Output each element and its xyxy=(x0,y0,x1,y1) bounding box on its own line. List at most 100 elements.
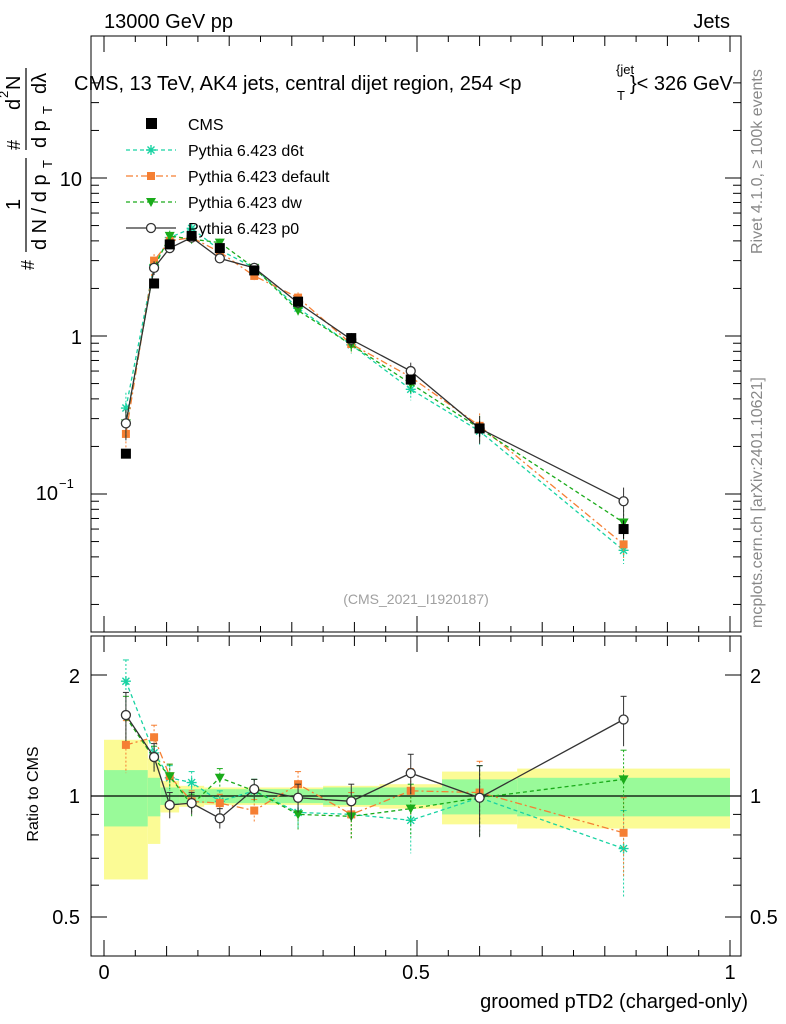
ratio-ytick-2-right: 2 xyxy=(750,666,761,688)
legend-label-p0: Pythia 6.423 p0 xyxy=(188,221,299,238)
ratio-panel-series xyxy=(120,659,629,898)
plot-title-sub: T xyxy=(617,88,625,103)
ratio-point-p0 xyxy=(148,751,160,763)
plot-title: CMS, 13 TeV, AK4 jets, central dijet reg… xyxy=(74,73,522,95)
ratio-point-p0 xyxy=(618,714,629,725)
ylabel-denominator-sub: T xyxy=(40,160,55,168)
legend: CMS Pythia 6.423 d6t Pythia 6.423 default P… xyxy=(126,117,330,238)
legend-label-d6t: Pythia 6.423 d6t xyxy=(188,143,304,160)
series-line-default xyxy=(125,236,624,545)
ratio-point-p0 xyxy=(249,784,260,795)
ylabel-two: 2 xyxy=(0,91,11,98)
ratio-ytick-1: 1 xyxy=(69,786,80,808)
ratio-y-axis-label: Ratio to CMS xyxy=(25,746,42,841)
series-point-dw xyxy=(293,306,304,316)
series-point-p0 xyxy=(405,365,416,377)
legend-marker-p0 xyxy=(145,222,157,234)
ylabel-d: d xyxy=(3,99,25,110)
ratio-point-p0 xyxy=(405,767,416,779)
series-line-d6t xyxy=(125,227,624,551)
ratio-point-default xyxy=(215,799,224,808)
main-ytick-1: 1 xyxy=(71,327,82,349)
ratio-point-default xyxy=(150,733,159,742)
plot-title-tail: }< 326 GeV xyxy=(630,73,734,95)
cms-data-point xyxy=(405,374,416,385)
cms-data-point xyxy=(293,296,304,307)
main-ytick-0p1-exp: −1 xyxy=(59,476,74,491)
cms-data-point xyxy=(618,524,629,535)
series-point-d6t xyxy=(405,384,416,395)
ratio-ytick-0p5: 0.5 xyxy=(52,907,80,929)
ratio-point-dw xyxy=(164,772,175,782)
series-point-p0 xyxy=(148,262,160,273)
legend-marker-d6t xyxy=(146,145,156,155)
ratio-ytick-2: 2 xyxy=(69,666,80,688)
series-point-d6t xyxy=(120,403,131,414)
ylabel-hash-2: # xyxy=(4,140,24,150)
x-axis-label: groomed pTD2 (charged-only) xyxy=(480,991,748,1013)
series-point-p0 xyxy=(618,496,629,507)
ratio-ytick-0p5-right: 0.5 xyxy=(750,907,778,929)
ratio-band-inner xyxy=(104,770,148,827)
xtick-1: 1 xyxy=(724,962,735,984)
ratio-point-d6t xyxy=(120,676,131,687)
cms-data-point xyxy=(164,239,175,250)
main-ytick-10: 10 xyxy=(60,169,82,191)
ratio-ytick-1-right: 1 xyxy=(750,786,761,808)
ylabel-dp-sub: T xyxy=(40,106,55,114)
category-label: Jets xyxy=(693,11,730,33)
ylabel-hash-1: # xyxy=(18,260,38,270)
ratio-point-p0 xyxy=(292,792,304,803)
ratio-point-dw xyxy=(618,775,629,785)
series-point-p0 xyxy=(214,253,225,264)
ratio-point-default xyxy=(619,828,628,837)
ylabel-denominator: d N / d p xyxy=(29,174,51,250)
xtick-0: 0 xyxy=(98,962,109,984)
cms-data-point xyxy=(186,230,197,241)
rivet-label: Rivet 4.1.0, ≥ 100k events xyxy=(749,69,766,254)
legend-label-dw: Pythia 6.423 dw xyxy=(188,195,302,212)
cms-data-point xyxy=(346,333,357,344)
ratio-point-p0 xyxy=(474,792,485,803)
ratio-point-p0 xyxy=(164,799,175,811)
ratio-point-dw xyxy=(214,773,225,783)
ylabel-dp: d p xyxy=(29,120,51,148)
legend-label-default: Pythia 6.423 default xyxy=(188,169,330,186)
plot-title-main: CMS, 13 TeV, AK4 jets, central dijet reg… xyxy=(74,73,522,95)
ratio-uncertainty-bands xyxy=(104,739,730,880)
main-y-axis-label: # 1 d N / d p T # d p T d 2 N dλ xyxy=(0,68,55,270)
series-line-dw xyxy=(125,235,624,524)
xtick-0p5: 0.5 xyxy=(402,962,430,984)
legend-label-cms: CMS xyxy=(188,117,224,134)
series-line-p0 xyxy=(125,236,624,502)
analysis-id: (CMS_2021_I1920187) xyxy=(343,591,489,607)
ratio-point-p0 xyxy=(120,709,132,721)
main-plot-frame xyxy=(90,35,742,633)
cms-data-point xyxy=(249,265,260,276)
ratio-band-inner xyxy=(147,777,161,817)
ratio-point-dw xyxy=(293,810,304,820)
ratio-point-default xyxy=(121,740,130,749)
cms-data-point xyxy=(120,448,131,459)
legend-marker-default xyxy=(147,172,155,180)
cms-data-point xyxy=(474,423,485,434)
series-point-d6t xyxy=(186,223,197,234)
energy-label: 13000 GeV pp xyxy=(104,11,233,33)
legend-marker-dw xyxy=(146,198,156,207)
ylabel-N: N xyxy=(3,76,25,90)
plot-title-sup: {jet xyxy=(616,62,634,77)
ratio-point-d6t xyxy=(186,777,197,788)
cms-data-point xyxy=(214,243,225,254)
series-point-default xyxy=(619,540,628,549)
legend-marker-cms xyxy=(146,118,157,129)
series-point-p0 xyxy=(120,418,132,429)
main-ytick-0p1: 10 xyxy=(36,483,58,505)
axes-frames xyxy=(90,35,742,957)
ylabel-dlambda: dλ xyxy=(29,73,51,94)
series-point-dw xyxy=(164,231,175,241)
cms-data-point xyxy=(149,278,160,289)
mcplots-label: mcplots.cern.ch [arXiv:2401.10621] xyxy=(749,377,766,628)
ratio-point-p0 xyxy=(214,813,225,824)
main-panel-series xyxy=(120,223,629,564)
